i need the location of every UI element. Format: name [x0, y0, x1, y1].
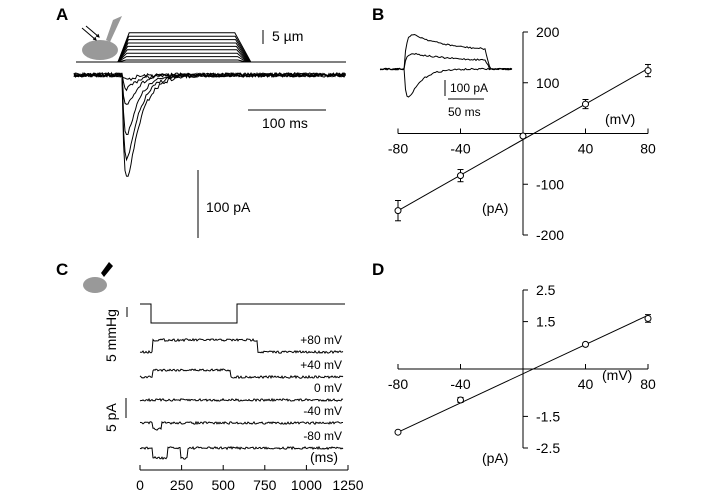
data-point [457, 172, 464, 180]
x-tick-label: -80 [388, 376, 408, 392]
time-tick-label: 0 [136, 477, 144, 493]
time-tick-label: 1250 [332, 477, 363, 493]
displacement-step [117, 42, 250, 63]
data-point [582, 340, 589, 348]
x-axis-label: (mV) [602, 367, 632, 383]
inset-trace [380, 67, 513, 98]
y-tick-label: 1.5 [536, 314, 556, 330]
chart-d: -80 -40 40 80 2.5 1.5 -1.5 -2.5 (mV) (pA) [388, 282, 656, 466]
channel-trace [139, 445, 344, 461]
channel-trace [139, 397, 344, 403]
data-point [394, 428, 402, 436]
data-point [582, 100, 589, 108]
x-tick-label: 80 [640, 141, 656, 157]
channel-traces-c: +80 mV +40 mV 0 mV -40 mV -80 mV [139, 333, 344, 461]
time-axis-label: (ms) [310, 449, 338, 465]
time-axis-c: 0 250 500 750 1000 1250 (ms) [136, 449, 364, 493]
trace-voltage-label: -40 mV [303, 404, 342, 418]
scale-label-ms: 100 ms [262, 115, 308, 131]
x-tick-label: 80 [640, 376, 656, 392]
displacement-step [117, 32, 252, 63]
data-point [644, 67, 652, 75]
displacement-step [117, 49, 249, 63]
scale-label-pa-c: 5 pA [103, 403, 119, 432]
data-point [457, 396, 464, 404]
displacement-steps [76, 32, 346, 63]
current-traces-a [73, 71, 346, 177]
time-tick-label: 250 [170, 477, 194, 493]
time-tick-label: 750 [253, 477, 277, 493]
y-tick-label: -1.5 [536, 408, 560, 424]
x-tick-label: 40 [578, 141, 594, 157]
displacement-step [117, 45, 249, 63]
y-tick-label: -100 [536, 176, 564, 192]
data-point [394, 207, 402, 215]
scale-label-um: 5 µm [272, 28, 303, 44]
y-axis-label: (pA) [482, 200, 508, 216]
displacement-step [117, 52, 248, 63]
scale-label-pa: 100 pA [206, 199, 251, 215]
x-tick-label: -40 [450, 141, 470, 157]
trace-voltage-label: +40 mV [300, 358, 342, 372]
x-tick-label: 40 [578, 376, 594, 392]
scale-label-mmhg: 5 mmHg [103, 309, 119, 362]
x-axis-label: (mV) [605, 111, 635, 127]
trace-voltage-label: 0 mV [314, 381, 342, 395]
trace-voltage-label: -80 mV [303, 429, 342, 443]
current-trace [73, 72, 346, 105]
x-tick-label: -80 [388, 141, 408, 157]
y-tick-label: -2.5 [536, 440, 560, 456]
y-tick-label: -200 [536, 227, 564, 243]
inset-scale-label-pa: 100 pA [450, 81, 488, 95]
panel-c-letter: C [56, 260, 68, 279]
displacement-step [117, 56, 247, 63]
data-point [644, 314, 652, 322]
displacement-step [117, 59, 247, 63]
channel-trace [139, 368, 344, 380]
time-tick-label: 500 [212, 477, 236, 493]
inset-traces-b [379, 33, 513, 98]
y-axis-label: (pA) [482, 450, 508, 466]
panel-d-letter: D [372, 260, 384, 279]
chart-b: -80 -40 40 80 200 100 -100 -200 (mV) (pA) [388, 24, 656, 243]
fit-line [397, 68, 649, 212]
cell-probe-icon [81, 16, 122, 60]
pipette-cell-icon [83, 262, 113, 293]
panel-a-letter: A [56, 5, 68, 24]
data-point [519, 132, 527, 140]
channel-trace [139, 337, 344, 355]
x-tick-label: -40 [450, 376, 470, 392]
trace-voltage-label: +80 mV [300, 333, 342, 347]
y-tick-label: 100 [536, 75, 560, 91]
inset-trace [379, 52, 513, 71]
channel-trace [139, 420, 343, 431]
pressure-step-trace [140, 303, 345, 324]
fit-line [397, 314, 649, 433]
inset-trace [379, 33, 513, 71]
y-tick-label: 200 [536, 24, 560, 40]
current-trace [73, 71, 346, 177]
time-tick-label: 1000 [291, 477, 322, 493]
inset-scale-label-ms: 50 ms [448, 105, 481, 119]
y-tick-label: 2.5 [536, 282, 556, 298]
panel-b-letter: B [372, 5, 384, 24]
